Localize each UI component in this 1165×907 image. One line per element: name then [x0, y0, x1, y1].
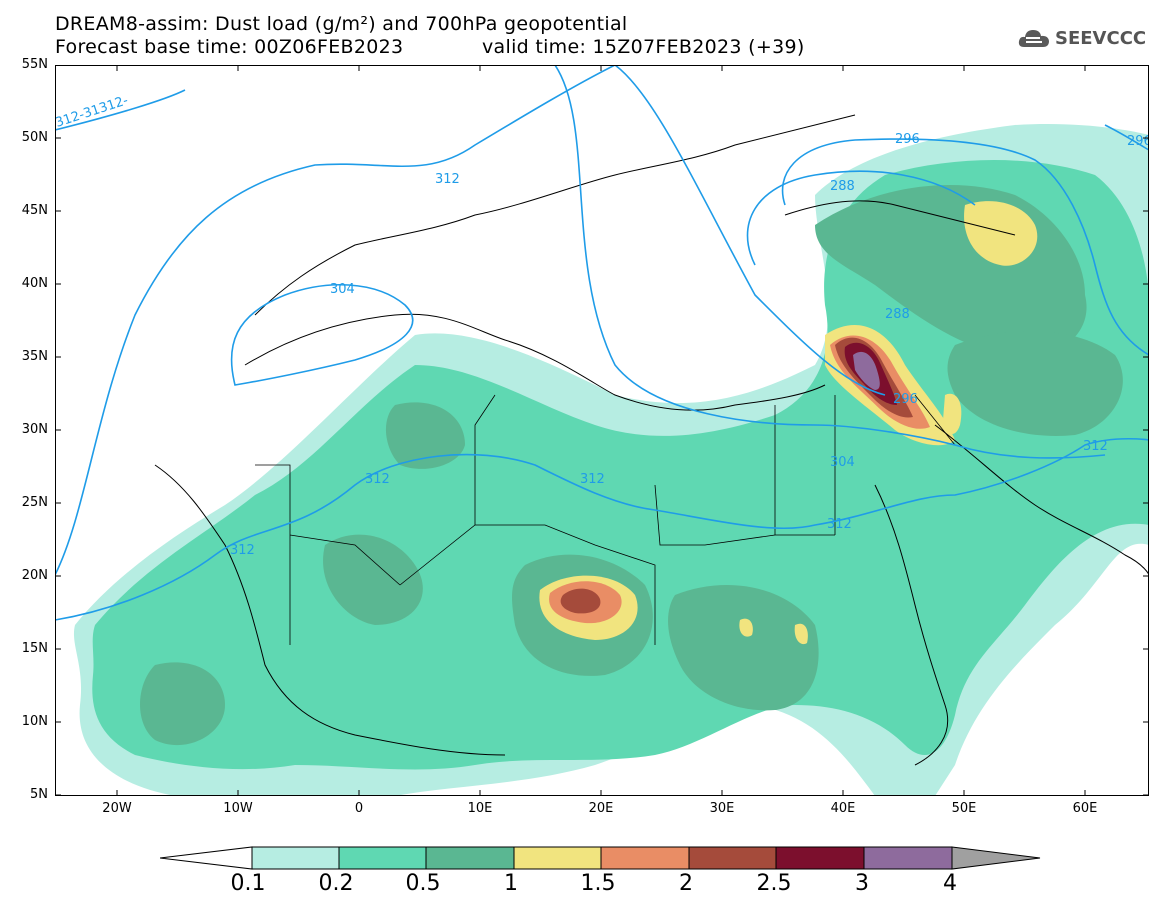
lat-label: 30N	[21, 422, 48, 437]
lon-label: 60E	[1072, 801, 1098, 816]
colorbar-label: 0.2	[318, 871, 354, 896]
lon-label: 10E	[467, 801, 493, 816]
contour-label: 312	[1083, 439, 1108, 454]
contour-label: 296	[1127, 134, 1149, 149]
contour-label: 312	[827, 517, 852, 532]
map-title: DREAM8-assim: Dust load (g/m²) and 700hP…	[55, 13, 628, 35]
lon-label: 10W	[223, 801, 253, 816]
colorbar-swatch	[688, 846, 777, 870]
lon-label: 50E	[951, 801, 977, 816]
cloud-icon	[1018, 30, 1049, 47]
colorbar-swatch	[600, 846, 690, 870]
lat-label: 15N	[21, 641, 48, 656]
colorbar-label: 4	[943, 871, 957, 896]
contour-label: 312	[580, 472, 605, 487]
contour-label: 288	[885, 307, 910, 322]
lat-label: 10N	[21, 714, 48, 729]
contour-label: 312	[365, 472, 390, 487]
colorbar-low-arrow	[160, 846, 253, 870]
contour-label: 304	[830, 455, 855, 470]
contour-label: 312	[230, 543, 255, 558]
lat-label: 20N	[21, 568, 48, 583]
lat-label: 45N	[21, 203, 48, 218]
lon-label: 0	[354, 801, 364, 816]
logo-text: SEEVCCC	[1055, 27, 1147, 49]
contour-label: 288	[830, 179, 855, 194]
colorbar-swatch	[425, 846, 515, 870]
contour-label: 312-31312-	[55, 93, 130, 131]
forecast-base-time: Forecast base time: 00Z06FEB2023	[55, 36, 404, 58]
colorbar-swatch	[513, 846, 602, 870]
colorbar-swatch	[338, 846, 427, 870]
colorbar-swatch	[775, 846, 865, 870]
contour-label: 304	[330, 282, 355, 297]
lat-label: 40N	[21, 276, 48, 291]
lat-label: 50N	[21, 130, 48, 145]
contour-label: 296	[895, 132, 920, 147]
valid-time: valid time: 15Z07FEB2023 (+39)	[482, 36, 805, 58]
colorbar-swatch	[251, 846, 340, 870]
colorbar-label: 2.5	[756, 871, 792, 896]
lon-label: 40E	[830, 801, 856, 816]
colorbar-label: 2	[679, 871, 693, 896]
colorbar-high-arrow	[951, 846, 1041, 870]
country-borders	[255, 394, 956, 645]
lon-label: 30E	[709, 801, 735, 816]
colorbar	[160, 846, 1041, 870]
contour-label: 312	[435, 172, 460, 187]
seevccc-logo: SEEVCCC	[1018, 27, 1146, 49]
colorbar-label: 1.5	[580, 871, 616, 896]
contour-label: 296	[893, 392, 918, 407]
lon-label: 20E	[588, 801, 614, 816]
geopotential-contours	[55, 65, 1149, 621]
lat-label: 5N	[30, 787, 48, 802]
dust-layer-3	[853, 351, 880, 390]
lon-label: 20W	[102, 801, 132, 816]
lat-label: 55N	[21, 57, 48, 72]
colorbar-swatch	[863, 846, 953, 870]
axis-ticks	[55, 65, 1149, 796]
lat-label: 25N	[21, 495, 48, 510]
lat-label: 35N	[21, 349, 48, 364]
colorbar-label: 1	[504, 871, 518, 896]
colorbar-label: 0.5	[405, 871, 441, 896]
coastlines	[154, 114, 1149, 766]
dust-map: 312-31312- 312 304 296 288 288 296 304 3…	[55, 65, 1149, 796]
colorbar-label: 0.1	[230, 871, 266, 896]
colorbar-label: 3	[855, 871, 869, 896]
